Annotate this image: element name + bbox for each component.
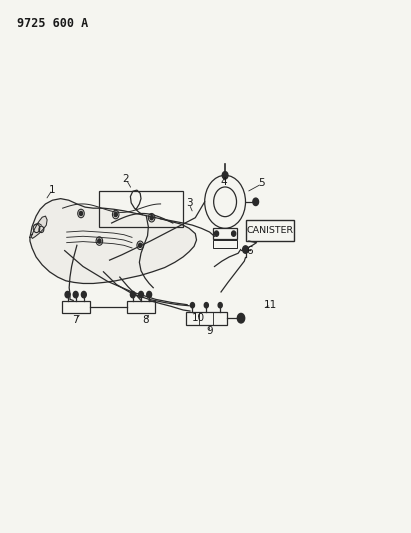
Circle shape bbox=[222, 172, 228, 179]
Circle shape bbox=[139, 243, 142, 247]
Text: 4: 4 bbox=[221, 176, 227, 187]
Text: 10: 10 bbox=[192, 313, 205, 324]
Circle shape bbox=[139, 292, 143, 298]
Circle shape bbox=[204, 303, 208, 308]
Bar bbox=[186, 312, 227, 325]
Circle shape bbox=[237, 313, 245, 323]
Bar bbox=[245, 220, 294, 241]
Text: 5: 5 bbox=[259, 177, 265, 188]
Circle shape bbox=[65, 292, 70, 298]
Text: 7: 7 bbox=[72, 314, 79, 325]
Circle shape bbox=[242, 246, 248, 253]
Circle shape bbox=[79, 212, 83, 216]
Circle shape bbox=[232, 231, 236, 236]
Text: 2: 2 bbox=[122, 174, 129, 184]
Text: 9725 600 A: 9725 600 A bbox=[17, 17, 88, 30]
Polygon shape bbox=[31, 216, 47, 238]
Bar bbox=[62, 301, 90, 313]
Text: 6: 6 bbox=[246, 246, 253, 256]
Circle shape bbox=[73, 292, 78, 298]
Circle shape bbox=[114, 213, 117, 216]
Text: 1: 1 bbox=[49, 184, 56, 195]
Bar bbox=[213, 240, 237, 248]
Text: 8: 8 bbox=[142, 314, 148, 325]
Circle shape bbox=[98, 239, 101, 243]
Circle shape bbox=[218, 303, 222, 308]
Bar bbox=[127, 301, 155, 313]
Circle shape bbox=[147, 292, 152, 298]
Circle shape bbox=[215, 231, 219, 236]
Polygon shape bbox=[30, 199, 196, 284]
Text: 11: 11 bbox=[264, 300, 277, 310]
Circle shape bbox=[190, 303, 194, 308]
Bar bbox=[213, 228, 237, 239]
Circle shape bbox=[253, 198, 259, 206]
Circle shape bbox=[130, 292, 135, 298]
Circle shape bbox=[81, 292, 86, 298]
Text: 3: 3 bbox=[186, 198, 192, 208]
Circle shape bbox=[150, 216, 153, 220]
Text: CANISTER: CANISTER bbox=[246, 226, 293, 235]
Text: 9: 9 bbox=[206, 326, 213, 336]
Bar bbox=[99, 191, 183, 227]
